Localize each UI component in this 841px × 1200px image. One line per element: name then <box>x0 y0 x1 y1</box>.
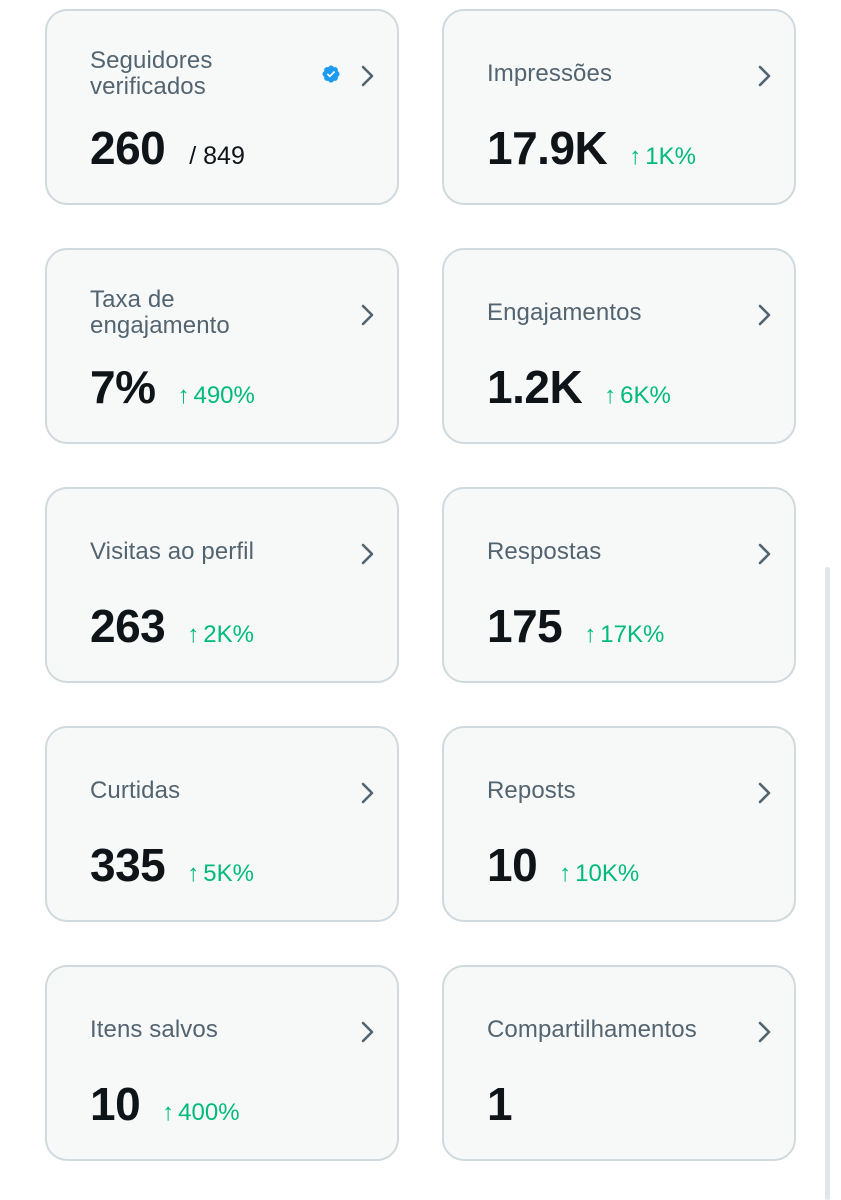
arrow-up-icon: ↑ <box>629 143 642 170</box>
metric-value: 175 <box>487 600 563 652</box>
metric-change: ↑ 490% <box>177 382 254 410</box>
metric-card-likes[interactable]: Curtidas 335 ↑ 5K% <box>45 726 399 922</box>
chevron-right-icon[interactable] <box>357 1019 379 1045</box>
metric-card-impressions[interactable]: Impressões 17.9K ↑ 1K% <box>442 9 796 205</box>
metric-label: Compartilhamentos <box>487 1016 697 1043</box>
chevron-right-icon[interactable] <box>754 541 776 567</box>
chevron-right-icon[interactable] <box>357 541 379 567</box>
arrow-up-icon: ↑ <box>584 621 597 648</box>
arrow-up-icon: ↑ <box>177 382 190 409</box>
metric-value-row: 175 ↑ 17K% <box>487 599 664 659</box>
metric-value-row: 17.9K ↑ 1K% <box>487 121 696 181</box>
metric-value: 260 <box>90 122 166 174</box>
metric-change-value: 6K% <box>620 382 671 409</box>
metric-change-value: 17K% <box>600 621 665 648</box>
metric-label: Impressões <box>487 60 613 87</box>
arrow-up-icon: ↑ <box>559 860 572 887</box>
metric-card-engagements[interactable]: Engajamentos 1.2K ↑ 6K% <box>442 248 796 444</box>
metric-label: Visitas ao perfil <box>90 538 255 565</box>
arrow-up-icon: ↑ <box>187 860 200 887</box>
arrow-up-icon: ↑ <box>162 1099 175 1126</box>
metric-label: Engajamentos <box>487 299 642 326</box>
chevron-right-icon[interactable] <box>357 302 379 328</box>
metric-value-row: 260 / 849 <box>90 121 245 181</box>
metric-total: / 849 <box>189 142 245 170</box>
metric-change: ↑ 6K% <box>604 382 671 410</box>
chevron-right-icon[interactable] <box>754 63 776 89</box>
metric-value-row: 10 ↑ 400% <box>90 1077 240 1137</box>
metric-label: Reposts <box>487 777 576 804</box>
metric-change-value: 2K% <box>203 621 254 648</box>
verified-badge-icon <box>322 65 340 83</box>
metrics-grid: Seguidores verificados 260 / 849 Impress… <box>45 9 796 1161</box>
metric-change: ↑ 2K% <box>187 621 254 649</box>
metric-card-reposts[interactable]: Reposts 10 ↑ 10K% <box>442 726 796 922</box>
metric-value-row: 1 <box>487 1077 513 1137</box>
scrollbar[interactable] <box>825 567 830 1200</box>
metric-value: 17.9K <box>487 122 608 174</box>
metric-label: Itens salvos <box>90 1016 218 1043</box>
metric-change-value: 1K% <box>645 143 696 170</box>
metric-card-verified-followers[interactable]: Seguidores verificados 260 / 849 <box>45 9 399 205</box>
metric-value-row: 263 ↑ 2K% <box>90 599 254 659</box>
metric-value-row: 335 ↑ 5K% <box>90 838 254 898</box>
metric-label: Taxa de engajamento <box>90 286 230 339</box>
metric-value: 263 <box>90 600 166 652</box>
arrow-up-icon: ↑ <box>187 621 200 648</box>
metric-change: ↑ 17K% <box>584 621 664 649</box>
metric-value: 10 <box>487 839 538 891</box>
metric-card-engagement-rate[interactable]: Taxa de engajamento 7% ↑ 490% <box>45 248 399 444</box>
metric-change: ↑ 5K% <box>187 860 254 888</box>
chevron-right-icon[interactable] <box>357 780 379 806</box>
metric-card-bookmarks[interactable]: Itens salvos 10 ↑ 400% <box>45 965 399 1161</box>
metric-value: 10 <box>90 1078 141 1130</box>
metric-change: ↑ 400% <box>162 1099 239 1127</box>
metric-value: 1 <box>487 1078 513 1130</box>
metric-card-profile-visits[interactable]: Visitas ao perfil 263 ↑ 2K% <box>45 487 399 683</box>
metric-label: Curtidas <box>90 777 181 804</box>
arrow-up-icon: ↑ <box>604 382 617 409</box>
metric-change-value: 490% <box>193 382 255 409</box>
metric-label: Respostas <box>487 538 602 565</box>
metric-change-value: 5K% <box>203 860 254 887</box>
chevron-right-icon[interactable] <box>754 780 776 806</box>
metric-value-row: 1.2K ↑ 6K% <box>487 360 671 420</box>
metric-value: 7% <box>90 361 156 413</box>
metric-value-row: 10 ↑ 10K% <box>487 838 639 898</box>
metric-change-value: 400% <box>178 1099 240 1126</box>
metric-label: Seguidores verificados <box>90 47 213 100</box>
metric-change: ↑ 10K% <box>559 860 639 888</box>
metric-value: 1.2K <box>487 361 583 413</box>
metric-card-shares[interactable]: Compartilhamentos 1 <box>442 965 796 1161</box>
metric-change-value: 10K% <box>575 860 640 887</box>
metric-change: ↑ 1K% <box>629 143 696 171</box>
chevron-right-icon[interactable] <box>754 1019 776 1045</box>
metric-value: 335 <box>90 839 166 891</box>
chevron-right-icon[interactable] <box>754 302 776 328</box>
chevron-right-icon[interactable] <box>357 63 379 89</box>
metric-value-row: 7% ↑ 490% <box>90 360 255 420</box>
metric-card-replies[interactable]: Respostas 175 ↑ 17K% <box>442 487 796 683</box>
